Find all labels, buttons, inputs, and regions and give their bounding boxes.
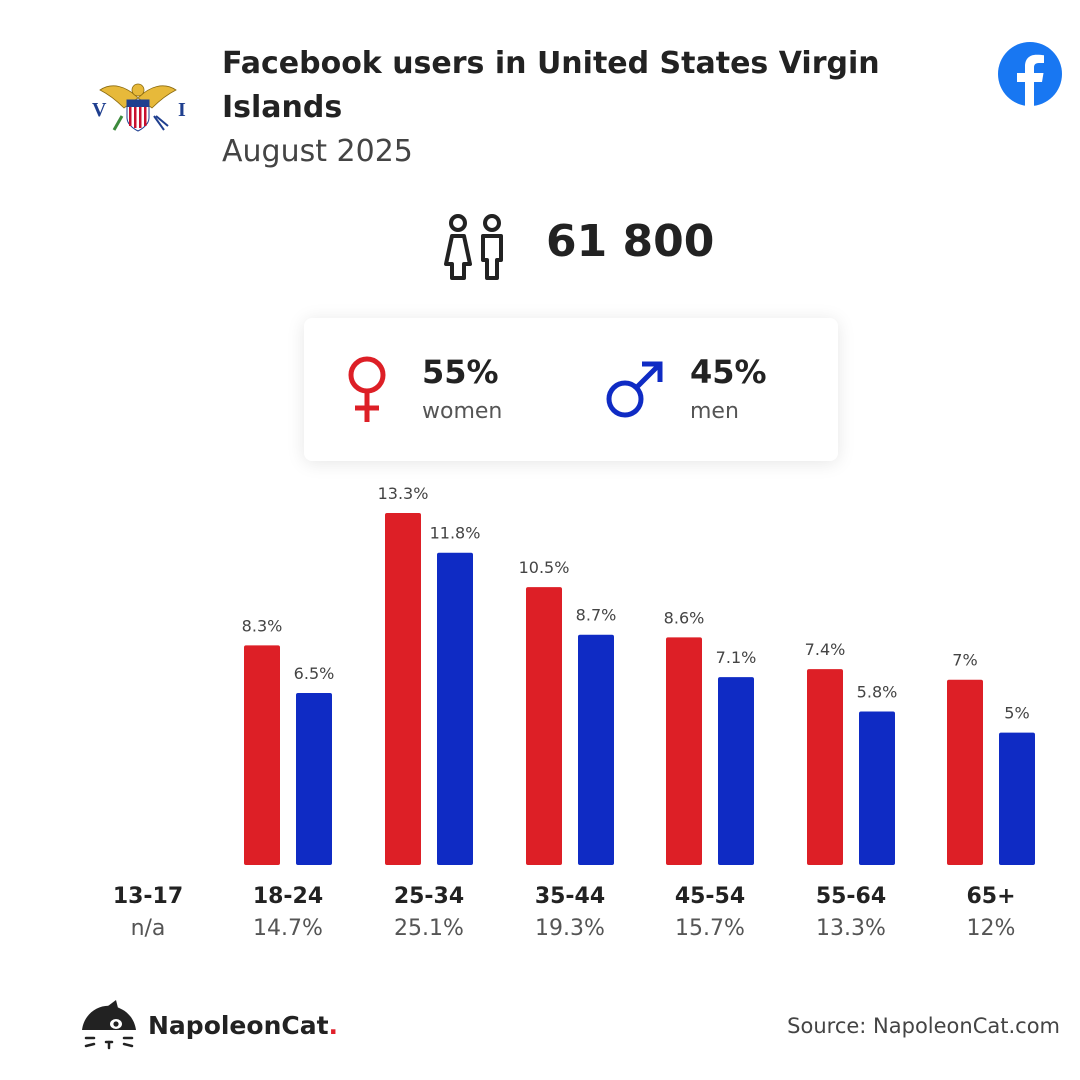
age-group-total: 14.7% — [253, 916, 323, 941]
age-group-name: 25-34 — [393, 884, 465, 909]
bar-men-18-24 — [296, 692, 332, 865]
data-label-men-65+: 5% — [1004, 704, 1029, 723]
age-group-18-24: 18-24 14.7% — [228, 880, 348, 944]
bar-women-35-44 — [526, 587, 562, 865]
data-label-women-18-24: 8.3% — [242, 616, 283, 635]
age-group-35-44: 35-44 19.3% — [510, 880, 630, 944]
bar-women-55-64 — [807, 669, 843, 865]
people-icon — [444, 214, 503, 280]
brand-name: NapoleonCat. — [148, 1008, 338, 1044]
bar-women-25-34 — [385, 513, 421, 865]
total-users: 61 800 — [546, 216, 715, 267]
age-group-name: 13-17 — [112, 884, 184, 909]
women-label: women — [422, 399, 503, 424]
data-label-women-55-64: 7.4% — [805, 640, 846, 659]
bar-men-55-64 — [859, 711, 895, 865]
men-label: men — [690, 399, 739, 424]
age-group-total: n/a — [130, 916, 166, 941]
age-group-65-plus: 65+ 12% — [931, 880, 1051, 944]
age-group-total: 25.1% — [394, 916, 464, 941]
page-title: Facebook users in United States Virgin I… — [222, 46, 880, 125]
women-percentage: 55% — [422, 353, 499, 391]
age-group-45-54: 45-54 15.7% — [650, 880, 770, 944]
page-subtitle: August 2025 — [222, 134, 413, 169]
age-group-55-64: 55-64 13.3% — [791, 880, 911, 944]
usvi-flag-icon: V I — [78, 68, 198, 148]
age-group-name: 45-54 — [674, 884, 746, 909]
bar-women-65+ — [947, 679, 983, 865]
napoleoncat-logo-icon — [82, 1000, 136, 1050]
data-label-men-18-24: 6.5% — [294, 664, 335, 683]
bar-men-45-54 — [718, 677, 754, 865]
age-group-total: 19.3% — [535, 916, 605, 941]
age-group-total: 12% — [966, 916, 1016, 941]
age-group-name: 55-64 — [815, 884, 887, 909]
age-group-name: 65+ — [966, 884, 1016, 909]
svg-text:V: V — [92, 99, 107, 121]
age-gender-bar-chart: 8.3% 6.5% 13.3% 11.8% 10.5% 8.7% 8.6% 7.1% 7.4% 5… — [242, 484, 1035, 865]
bar-men-25-34 — [437, 552, 473, 865]
facebook-logo-icon — [998, 42, 1062, 106]
male-symbol-icon — [606, 361, 663, 418]
data-label-men-55-64: 5.8% — [857, 682, 898, 701]
brand-dot: . — [328, 1011, 339, 1040]
age-group-25-34: 25-34 25.1% — [369, 880, 489, 944]
age-group-name: 18-24 — [252, 884, 324, 909]
data-label-men-45-54: 7.1% — [716, 648, 757, 667]
svg-text:I: I — [178, 99, 186, 121]
men-percentage: 45% — [690, 353, 767, 391]
age-group-total: 15.7% — [675, 916, 745, 941]
female-symbol-icon — [348, 356, 386, 422]
gender-summary-card: 55% women 45% men — [304, 318, 838, 461]
brand-name-text: NapoleonCat — [148, 1011, 329, 1040]
data-label-women-35-44: 10.5% — [519, 558, 570, 577]
data-label-women-45-54: 8.6% — [664, 608, 705, 627]
data-label-women-65+: 7% — [952, 651, 977, 670]
data-label-men-25-34: 11.8% — [430, 524, 481, 543]
bar-women-45-54 — [666, 637, 702, 865]
age-group-name: 35-44 — [534, 884, 606, 909]
bar-women-18-24 — [244, 645, 280, 865]
age-group-total: 13.3% — [816, 916, 886, 941]
bar-men-35-44 — [578, 634, 614, 865]
source-text: Source: NapoleonCat.com — [787, 1014, 1060, 1038]
data-label-men-35-44: 8.7% — [576, 606, 617, 625]
data-label-women-25-34: 13.3% — [378, 484, 429, 503]
age-group-13-17: 13-17 n/a — [88, 880, 208, 944]
bar-men-65+ — [999, 732, 1035, 865]
